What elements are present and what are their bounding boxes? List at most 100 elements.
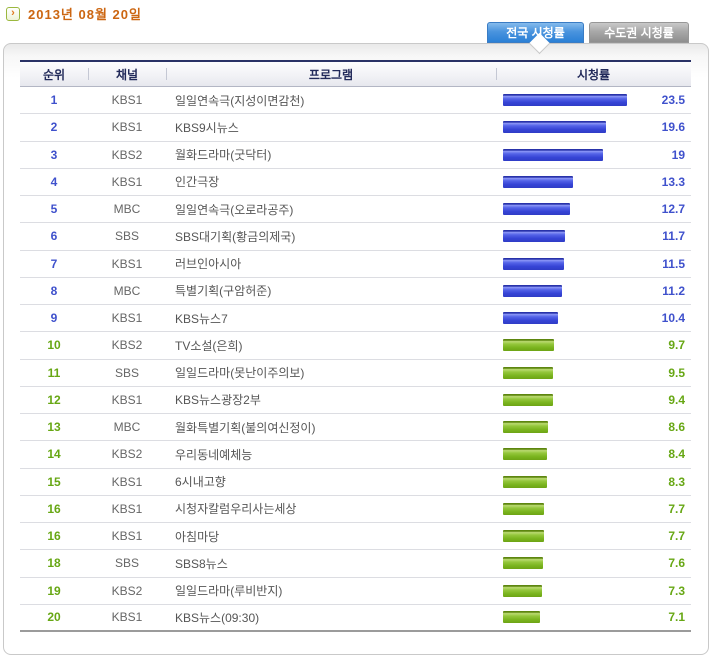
rating-value: 11.2 (662, 283, 685, 298)
program-cell: SBS대기획(황금의제국) (175, 229, 296, 244)
rating-cell: 8.4 (496, 441, 691, 467)
table-row: 15 KBS1 6시내고향 8.3 (20, 468, 691, 496)
rating-value: 10.4 (661, 311, 685, 326)
program-cell: 6시내고향 (175, 475, 226, 490)
channel-cell: MBC (113, 283, 141, 298)
rank-cell: 11 (47, 365, 61, 380)
rating-cell: 7.1 (496, 605, 691, 630)
rating-bar (503, 175, 573, 188)
rating-cell: 7.3 (496, 578, 691, 604)
rank-cell: 7 (50, 256, 58, 271)
table-row: 7 KBS1 러브인아시아 11.5 (20, 250, 691, 278)
rating-value: 8.4 (668, 447, 685, 462)
channel-cell: SBS (114, 229, 139, 244)
table-row: 18 SBS SBS8뉴스 7.6 (20, 550, 691, 578)
header-program: 프로그램 (166, 66, 496, 83)
channel-cell: KBS2 (111, 583, 143, 598)
channel-cell: KBS1 (111, 474, 143, 489)
rating-value: 7.1 (668, 610, 685, 625)
rating-bar (503, 475, 547, 488)
rating-value: 11.7 (662, 229, 685, 244)
rating-bar (503, 584, 542, 597)
rank-cell: 19 (47, 583, 61, 598)
rating-value: 19.6 (661, 120, 685, 135)
program-cell: 월화특별기획(불의여신정이) (175, 420, 316, 435)
program-cell: 러브인아시아 (175, 257, 242, 272)
rating-bar (503, 611, 540, 624)
rating-value: 19 (671, 147, 685, 162)
program-cell: KBS9시뉴스 (175, 120, 239, 135)
rating-cell: 11.7 (496, 223, 691, 249)
rating-cell: 8.3 (496, 469, 691, 495)
channel-cell: MBC (113, 420, 141, 435)
rating-value: 9.4 (668, 392, 685, 407)
page-title: 2013년 08월 20일 (28, 7, 142, 22)
rank-cell: 4 (50, 174, 58, 189)
table-row: 1 KBS1 일일연속극(지성이면감천) 23.5 (20, 87, 691, 115)
page-title-bar: › 2013년 08월 20일 (6, 4, 142, 23)
rank-cell: 15 (47, 474, 61, 489)
table-row: 12 KBS1 KBS뉴스광장2부 9.4 (20, 386, 691, 414)
channel-cell: KBS2 (111, 147, 143, 162)
rating-bar (503, 94, 627, 107)
channel-cell: KBS2 (111, 338, 143, 353)
program-cell: SBS8뉴스 (175, 556, 228, 571)
rating-value: 13.3 (661, 174, 685, 189)
rating-value: 8.3 (668, 474, 685, 489)
rating-cell: 7.6 (496, 550, 691, 576)
program-cell: 특별기획(구암허준) (175, 284, 272, 299)
program-cell: 월화드라마(굿닥터) (175, 148, 272, 163)
rating-bar (503, 530, 544, 543)
rating-value: 7.7 (668, 501, 685, 516)
rating-bar (503, 502, 544, 515)
table-row: 5 MBC 일일연속극(오로라공주) 12.7 (20, 196, 691, 224)
rank-cell: 2 (50, 120, 58, 135)
channel-cell: KBS1 (111, 529, 143, 544)
table-row: 3 KBS2 월화드라마(굿닥터) 19 (20, 141, 691, 169)
rank-cell: 9 (50, 311, 58, 326)
program-cell: 일일드라마(루비반지) (175, 584, 283, 599)
rating-value: 11.5 (662, 256, 685, 271)
rank-cell: 6 (50, 229, 58, 244)
rating-value: 9.5 (668, 365, 685, 380)
program-cell: 아침마당 (175, 529, 220, 544)
header-channel: 채널 (88, 66, 166, 83)
table-row: 9 KBS1 KBS뉴스7 10.4 (20, 305, 691, 333)
table-row: 6 SBS SBS대기획(황금의제국) 11.7 (20, 223, 691, 251)
channel-cell: SBS (114, 556, 139, 571)
rating-cell: 13.3 (496, 169, 691, 195)
rank-cell: 3 (50, 147, 58, 162)
channel-cell: KBS1 (111, 256, 143, 271)
tab-capital-area-ratings[interactable]: 수도권 시청률 (589, 22, 689, 43)
program-cell: 우리동네예체능 (175, 447, 253, 462)
rating-value: 12.7 (661, 202, 685, 217)
channel-cell: KBS1 (111, 610, 143, 625)
rating-cell: 11.5 (496, 251, 691, 277)
table-header: 순위 채널 프로그램 시청률 (20, 60, 691, 87)
program-cell: KBS뉴스(09:30) (175, 610, 260, 625)
rating-bar (503, 312, 558, 325)
rating-cell: 7.7 (496, 523, 691, 549)
rating-cell: 9.7 (496, 332, 691, 358)
rank-cell: 5 (50, 202, 58, 217)
rating-bar (503, 284, 562, 297)
header-rating: 시청률 (496, 66, 691, 83)
header-rank: 순위 (42, 67, 66, 82)
rating-bar (503, 230, 565, 243)
rating-value: 7.3 (668, 583, 685, 598)
program-cell: 일일드라마(못난이주의보) (175, 366, 305, 381)
rating-value: 8.6 (668, 420, 685, 435)
channel-cell: KBS2 (111, 447, 143, 462)
rating-bar (503, 421, 548, 434)
ratings-panel: 순위 채널 프로그램 시청률 1 KBS1 일일연속극(지성이면감천) 23.5 2 KB… (3, 32, 709, 655)
rank-cell: 14 (47, 447, 61, 462)
rating-bar (503, 203, 570, 216)
table-row: 4 KBS1 인간극장 13.3 (20, 168, 691, 196)
rank-cell: 10 (47, 338, 61, 353)
chevron-right-icon: › (6, 6, 20, 21)
program-cell: 일일연속극(오로라공주) (175, 202, 294, 217)
channel-cell: SBS (114, 365, 139, 380)
rating-cell: 9.5 (496, 360, 691, 386)
rating-cell: 11.2 (496, 278, 691, 304)
table-row: 13 MBC 월화특별기획(불의여신정이) 8.6 (20, 414, 691, 442)
